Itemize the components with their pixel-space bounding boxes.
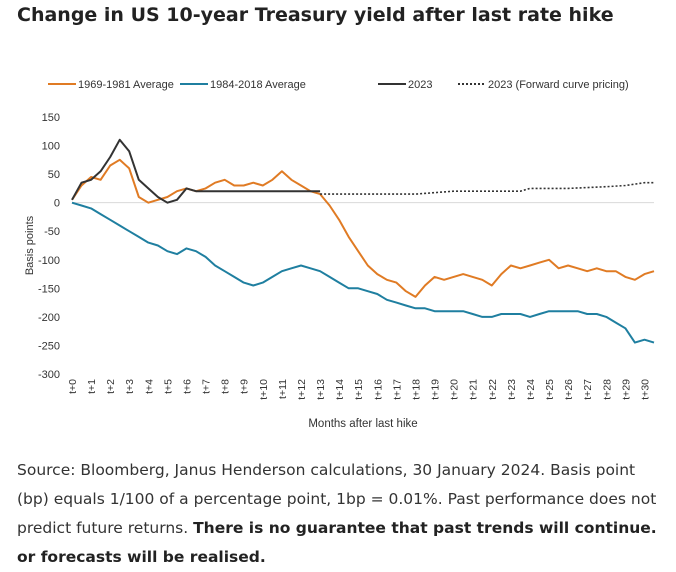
x-tick-label: t+23 [506, 379, 518, 400]
y-tick-label: 100 [42, 141, 60, 153]
x-tick-label: t+6 [181, 379, 193, 394]
x-tick-label: t+2 [105, 379, 117, 394]
x-tick-label: t+15 [353, 379, 365, 400]
chart-title: Change in US 10-year Treasury yield afte… [17, 4, 614, 26]
x-tick-label: t+8 [220, 379, 232, 394]
x-tick-label: t+21 [468, 379, 480, 400]
line-chart: 150 100 50 0 -50 -100 -150 -200 -250 -300 Basis po… [24, 79, 655, 430]
x-tick-label: t+29 [620, 379, 632, 400]
series-line-4 [320, 181, 654, 195]
y-tick-label: 50 [48, 169, 60, 181]
x-tick-label: t+4 [143, 379, 155, 394]
y-tick-label: 150 [42, 112, 60, 124]
y-axis-label: Basis points [24, 215, 36, 275]
y-tick-label: -100 [38, 255, 60, 267]
disclaimer-text: There is no guarantee that past trends w… [17, 519, 657, 566]
x-tick-label: t+12 [296, 379, 308, 400]
x-axis-label: Months after last hike [308, 418, 417, 430]
source-text: Source: Bloomberg, Janus Henderson calcu… [17, 461, 657, 537]
x-tick-label: t+27 [582, 379, 594, 400]
series-line-2 [71, 201, 655, 344]
x-tick-label: t+14 [334, 379, 346, 400]
x-tick-label: t+0 [67, 379, 79, 394]
legend-label-2: 1984-2018 Average [210, 79, 306, 91]
x-tick-label: t+24 [525, 379, 537, 400]
x-tick-label: t+18 [410, 379, 422, 400]
y-tick-label: -50 [44, 226, 60, 238]
y-tick-label: -300 [38, 369, 60, 381]
series-line-3 [71, 138, 321, 204]
x-tick-label: t+17 [391, 379, 403, 400]
x-tick-label: t+7 [201, 379, 213, 394]
legend-label-4: 2023 (Forward curve pricing) [488, 79, 629, 91]
y-tick-label: -250 [38, 340, 60, 352]
x-tick-label: t+13 [315, 379, 327, 400]
x-tick-label: t+3 [124, 379, 136, 394]
y-tick-label: -150 [38, 283, 60, 295]
x-tick-label: t+30 [639, 379, 651, 400]
source-note: Source: Bloomberg, Janus Henderson calcu… [17, 456, 657, 572]
x-tick-label: t+11 [277, 379, 289, 399]
x-tick-label: t+9 [239, 379, 251, 394]
x-tick-label: t+10 [258, 379, 270, 400]
x-tick-label: t+20 [449, 379, 461, 400]
x-tick-label: t+26 [563, 379, 575, 400]
x-tick-label: t+28 [601, 379, 613, 400]
y-tick-label: -200 [38, 312, 60, 324]
x-tick-label: t+5 [162, 379, 174, 394]
x-tick-label: t+16 [372, 379, 384, 400]
series-line-1 [71, 158, 655, 298]
legend-label-1: 1969-1981 Average [78, 79, 174, 91]
y-tick-label: 0 [54, 198, 60, 210]
x-tick-label: t+22 [487, 379, 499, 400]
x-tick-label: t+1 [86, 379, 98, 394]
x-tick-label: t+19 [430, 379, 442, 400]
x-tick-label: t+25 [544, 379, 556, 400]
legend-label-3: 2023 [408, 79, 432, 91]
